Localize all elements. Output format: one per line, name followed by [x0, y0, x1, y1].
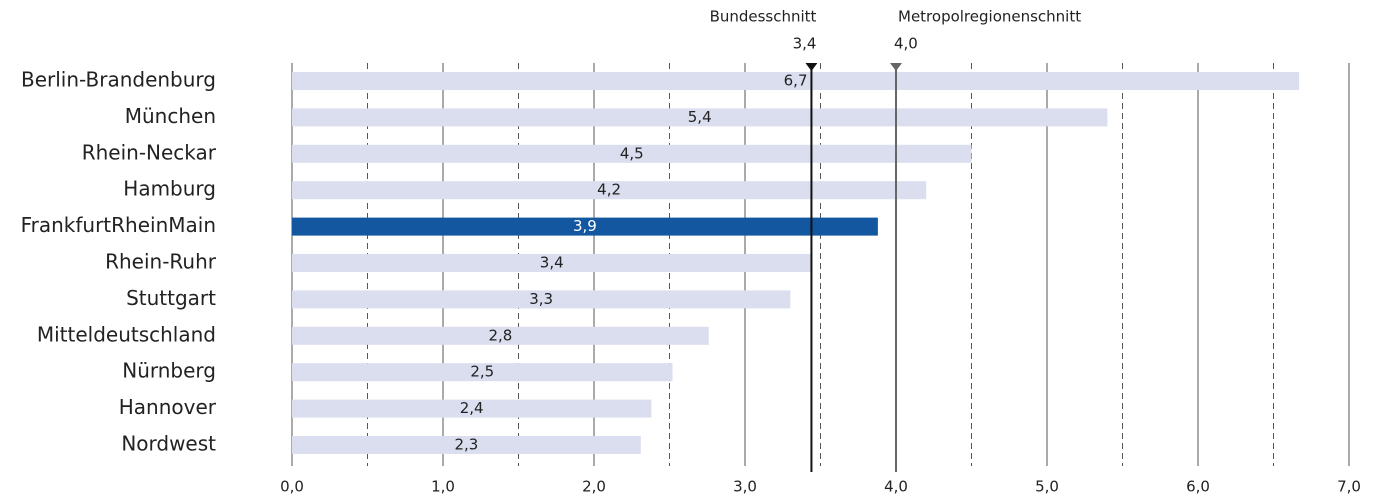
reference-value: 3,4: [793, 35, 817, 53]
x-tick-label: 7,0: [1337, 478, 1361, 496]
bar: [292, 217, 878, 236]
bar: [292, 254, 812, 272]
x-tick-label: 0,0: [280, 478, 304, 496]
category-label: Berlin-Brandenburg: [21, 68, 216, 92]
value-label: 3,4: [540, 254, 564, 272]
bar: [292, 363, 673, 382]
bar: [292, 399, 652, 418]
value-label: 3,3: [529, 290, 553, 308]
category-label: Mitteldeutschland: [37, 322, 216, 346]
value-label: 2,8: [488, 326, 512, 344]
bar: [292, 436, 641, 454]
category-label: Hamburg: [123, 177, 216, 201]
category-label: Rhein-Neckar: [82, 140, 217, 164]
bar: [292, 108, 1108, 127]
reference-marker: [805, 63, 818, 71]
category-label: Rhein-Ruhr: [105, 250, 217, 274]
value-label: 4,5: [620, 144, 644, 162]
reference-name: Bundesschnitt: [710, 8, 817, 26]
category-label: Nürnberg: [122, 359, 216, 383]
category-label: Hannover: [119, 395, 217, 419]
value-label: 2,5: [470, 363, 494, 381]
reference-name: Metropolregionenschnitt: [898, 8, 1081, 26]
bar: [292, 326, 709, 345]
category-label: FrankfurtRheinMain: [21, 213, 216, 237]
bar: [292, 181, 927, 200]
x-tick-label: 5,0: [1035, 478, 1059, 496]
category-label: Stuttgart: [126, 286, 216, 310]
x-tick-label: 3,0: [733, 478, 757, 496]
x-tick-label: 1,0: [431, 478, 455, 496]
value-label: 4,2: [597, 181, 621, 199]
value-label: 5,4: [688, 108, 712, 126]
x-tick-label: 2,0: [582, 478, 606, 496]
reference-marker: [890, 63, 902, 71]
category-label: München: [125, 104, 216, 128]
bar: [292, 72, 1300, 90]
category-label: Nordwest: [121, 432, 216, 456]
reference-value: 4,0: [894, 35, 918, 53]
bar: [292, 144, 972, 163]
value-label: 2,4: [460, 399, 484, 417]
value-label: 3,9: [573, 217, 597, 235]
x-tick-label: 6,0: [1186, 478, 1210, 496]
x-tick-label: 4,0: [884, 478, 908, 496]
value-label: 2,3: [454, 436, 478, 454]
value-label: 6,7: [784, 72, 808, 90]
bar: [292, 290, 791, 309]
